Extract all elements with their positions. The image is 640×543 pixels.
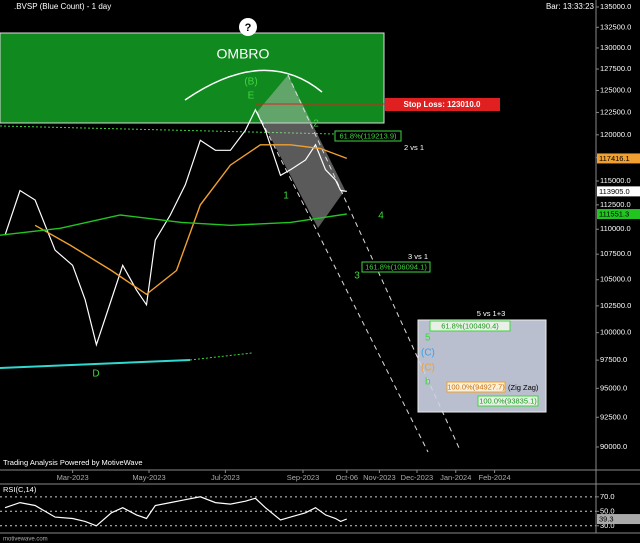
y-tick-label: 115000.0 (600, 176, 631, 185)
series-line (4, 108, 347, 347)
x-tick-label: Nov-2023 (363, 473, 396, 482)
ombro-arc (184, 69, 323, 101)
vs-label: 5 vs 1+3 (477, 309, 506, 318)
axis-badge (597, 186, 640, 197)
vs-label: 3 vs 1 (408, 252, 428, 261)
axis-badge-label: 113905.0 (599, 187, 630, 196)
y-tick-label: 125000.0 (600, 86, 631, 95)
axis-badge (597, 153, 640, 164)
x-tick-label: May-2023 (132, 473, 165, 482)
ombro-zone (0, 32, 385, 124)
y-tick-label: 102500.0 (600, 301, 631, 310)
series-line (4, 496, 348, 527)
y-tick-label: 127500.0 (600, 64, 631, 73)
y-tick-label: 135000.0 (600, 2, 631, 11)
stop-loss: Stop Loss: 123010.0 (404, 100, 481, 109)
rsi-title: RSI(C,14) (3, 485, 37, 494)
fib-label: 61.8%(119213.9) (340, 131, 397, 140)
x-tick-label: Jan-2024 (440, 473, 471, 482)
axis-badge (597, 209, 640, 220)
stop-loss-box (385, 98, 500, 111)
y-tick-label: 95000.0 (600, 383, 627, 392)
axis-badge-label: 39.3 (599, 515, 614, 524)
channel-lower (256, 111, 429, 453)
axis-badge-label: 111551.3 (599, 210, 629, 219)
fib-box (334, 130, 402, 142)
header-title: .BVSP (Blue Count) - 1 day (14, 2, 111, 11)
question-icon (239, 18, 257, 36)
fib-box (429, 320, 511, 332)
support-line (0, 359, 191, 369)
fib-label: 61.8%(100490.4) (441, 321, 499, 330)
fib-box (477, 395, 539, 407)
wave-label: (C) (421, 363, 435, 374)
y-tick-label: 97500.0 (600, 355, 627, 364)
wave-label: 4 (378, 211, 384, 222)
x-tick-label: Mar-2023 (57, 473, 89, 482)
y-tick-label: 107500.0 (600, 249, 631, 258)
wave-label: 2 (313, 119, 319, 130)
fib-label: 100.0%(94927.7) (447, 382, 505, 391)
y-tick-label: 110000.0 (600, 224, 631, 233)
wave-label: E (248, 91, 255, 102)
series-line (34, 144, 348, 296)
header-bar: Bar: 13:33:23 (546, 2, 595, 11)
axis-badge (597, 514, 640, 525)
x-tick-label: Dec-2023 (401, 473, 434, 482)
y-tick-label: 90000.0 (600, 442, 627, 451)
y-tick-label: 112500.0 (600, 200, 631, 209)
fib-label: 100.0%(93835.1) (479, 396, 537, 405)
zigzag-label: (Zig Zag) (508, 383, 539, 392)
site: motivewave.com (3, 537, 48, 543)
question: ? (245, 22, 252, 34)
y-tick-label: 50.0 (600, 506, 615, 515)
vs-label: 2 vs 1 (404, 143, 424, 152)
x-tick-label: Sep-2023 (287, 473, 320, 482)
y-tick-label: 130000.0 (600, 43, 631, 52)
wave-label: b (425, 377, 431, 388)
wave-label: (B) (244, 77, 257, 88)
wave-label: 1 (283, 191, 289, 202)
fib-box (446, 381, 506, 393)
wave-label: (C) (421, 348, 435, 359)
y-tick-label: 30.0 (600, 521, 615, 530)
x-tick-label: Jul-2023 (211, 473, 240, 482)
x-tick-label: Oct-06 (336, 473, 359, 482)
wave-label: 5 (425, 333, 431, 344)
y-tick-label: 132500.0 (600, 22, 631, 31)
y-tick-label: 92500.0 (600, 412, 627, 421)
y-tick-label: 100000.0 (600, 328, 631, 337)
axis-badge-label: 117416.1 (599, 154, 630, 163)
series-line (0, 213, 347, 236)
x-tick-label: Feb-2024 (479, 473, 511, 482)
wave-label: D (92, 369, 99, 380)
y-tick-label: 122500.0 (600, 107, 631, 116)
fib-box (361, 261, 431, 273)
credit: Trading Analysis Powered by MotiveWave (3, 458, 143, 467)
y-tick-label: 70.0 (600, 492, 615, 501)
y-tick-label: 105000.0 (600, 275, 631, 284)
wave-label: 3 (354, 271, 360, 282)
y-tick-label: 120000.0 (600, 130, 631, 139)
fib-label: 161.8%(106094.1) (365, 262, 427, 271)
ombro-label: OMBRO (217, 46, 270, 62)
channel-fill (257, 75, 345, 228)
